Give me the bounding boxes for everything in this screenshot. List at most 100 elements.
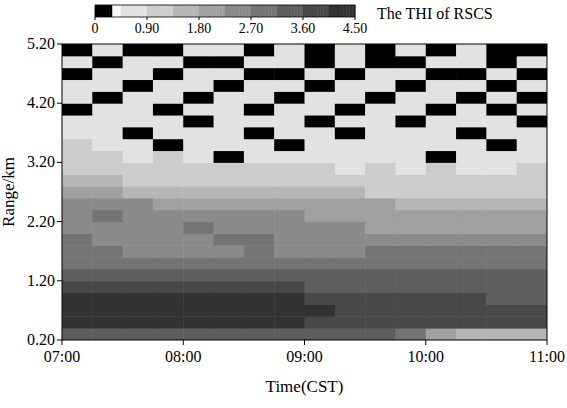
cell xyxy=(92,115,123,127)
colorbar-swatch xyxy=(239,5,242,17)
cell xyxy=(62,304,93,316)
cell xyxy=(305,316,336,328)
cell xyxy=(456,103,487,115)
cell xyxy=(153,151,184,163)
cell xyxy=(517,257,547,269)
cell xyxy=(183,115,214,127)
cell xyxy=(123,257,154,269)
x-tick xyxy=(183,340,184,345)
cell xyxy=(335,80,366,92)
cell xyxy=(305,68,336,80)
cell xyxy=(244,115,275,127)
cell xyxy=(214,68,245,80)
colorbar-swatch xyxy=(161,5,164,17)
cell xyxy=(244,233,275,245)
cell xyxy=(395,186,426,198)
cell xyxy=(426,91,457,103)
cell xyxy=(426,127,457,139)
cell xyxy=(214,162,245,174)
cell xyxy=(183,139,214,151)
y-tick xyxy=(57,340,62,341)
colorbar-swatch xyxy=(205,5,208,17)
y-tick xyxy=(57,44,62,45)
x-tick xyxy=(304,340,305,345)
cell xyxy=(62,257,93,269)
y-tick xyxy=(57,103,62,104)
colorbar-tick xyxy=(147,17,148,20)
cell xyxy=(123,103,154,115)
colorbar-swatch xyxy=(346,5,349,17)
cell xyxy=(153,316,184,328)
cell xyxy=(92,103,123,115)
cell xyxy=(517,103,547,115)
cell xyxy=(123,304,154,316)
cell xyxy=(426,257,457,269)
cell xyxy=(395,56,426,68)
cell xyxy=(426,174,457,186)
cell xyxy=(517,151,547,163)
cell xyxy=(244,186,275,198)
cell xyxy=(395,139,426,151)
colorbar-tick xyxy=(199,17,200,20)
cell xyxy=(244,44,275,56)
cell xyxy=(123,44,154,56)
cell xyxy=(456,198,487,210)
cell xyxy=(486,162,517,174)
cell xyxy=(426,56,457,68)
cell xyxy=(183,44,214,56)
cell xyxy=(486,257,517,269)
cell xyxy=(274,56,305,68)
cell xyxy=(153,91,184,103)
cell xyxy=(153,80,184,92)
cell xyxy=(123,269,154,281)
colorbar-swatch xyxy=(245,5,248,17)
cell xyxy=(183,210,214,222)
cell xyxy=(123,198,154,210)
cell xyxy=(123,56,154,68)
cell xyxy=(365,127,396,139)
cell xyxy=(183,186,214,198)
cell xyxy=(62,328,93,340)
cell xyxy=(183,162,214,174)
cell xyxy=(123,293,154,305)
cell xyxy=(335,281,366,293)
colorbar-swatch xyxy=(104,5,107,17)
cell xyxy=(456,222,487,234)
x-axis-title: Time(CST) xyxy=(266,377,344,396)
cell xyxy=(517,91,547,103)
y-tick-label: 3.20 xyxy=(27,153,55,170)
colorbar-swatch xyxy=(170,5,173,17)
cell xyxy=(153,103,184,115)
colorbar-swatch xyxy=(286,5,289,17)
cell xyxy=(62,151,93,163)
cell xyxy=(183,269,214,281)
cell xyxy=(123,162,154,174)
cell xyxy=(153,186,184,198)
colorbar-swatch xyxy=(320,5,323,17)
cell xyxy=(274,44,305,56)
colorbar-swatch xyxy=(271,5,274,17)
cell xyxy=(214,245,245,257)
cell xyxy=(426,198,457,210)
cell xyxy=(335,257,366,269)
cell xyxy=(395,269,426,281)
colorbar-swatch xyxy=(190,5,193,17)
cell xyxy=(274,222,305,234)
cell xyxy=(517,328,547,340)
cell xyxy=(305,91,336,103)
cell xyxy=(244,139,275,151)
colorbar-swatch xyxy=(283,5,286,17)
cell xyxy=(274,68,305,80)
cell xyxy=(486,222,517,234)
cell xyxy=(62,139,93,151)
cell xyxy=(214,233,245,245)
cell xyxy=(274,293,305,305)
cell xyxy=(426,328,457,340)
y-tick-label: 5.20 xyxy=(27,35,55,52)
cell xyxy=(456,80,487,92)
colorbar-tick-label: 2.70 xyxy=(239,21,264,36)
colorbar-swatch xyxy=(185,5,188,17)
cell xyxy=(486,56,517,68)
cell xyxy=(456,281,487,293)
cell xyxy=(62,281,93,293)
